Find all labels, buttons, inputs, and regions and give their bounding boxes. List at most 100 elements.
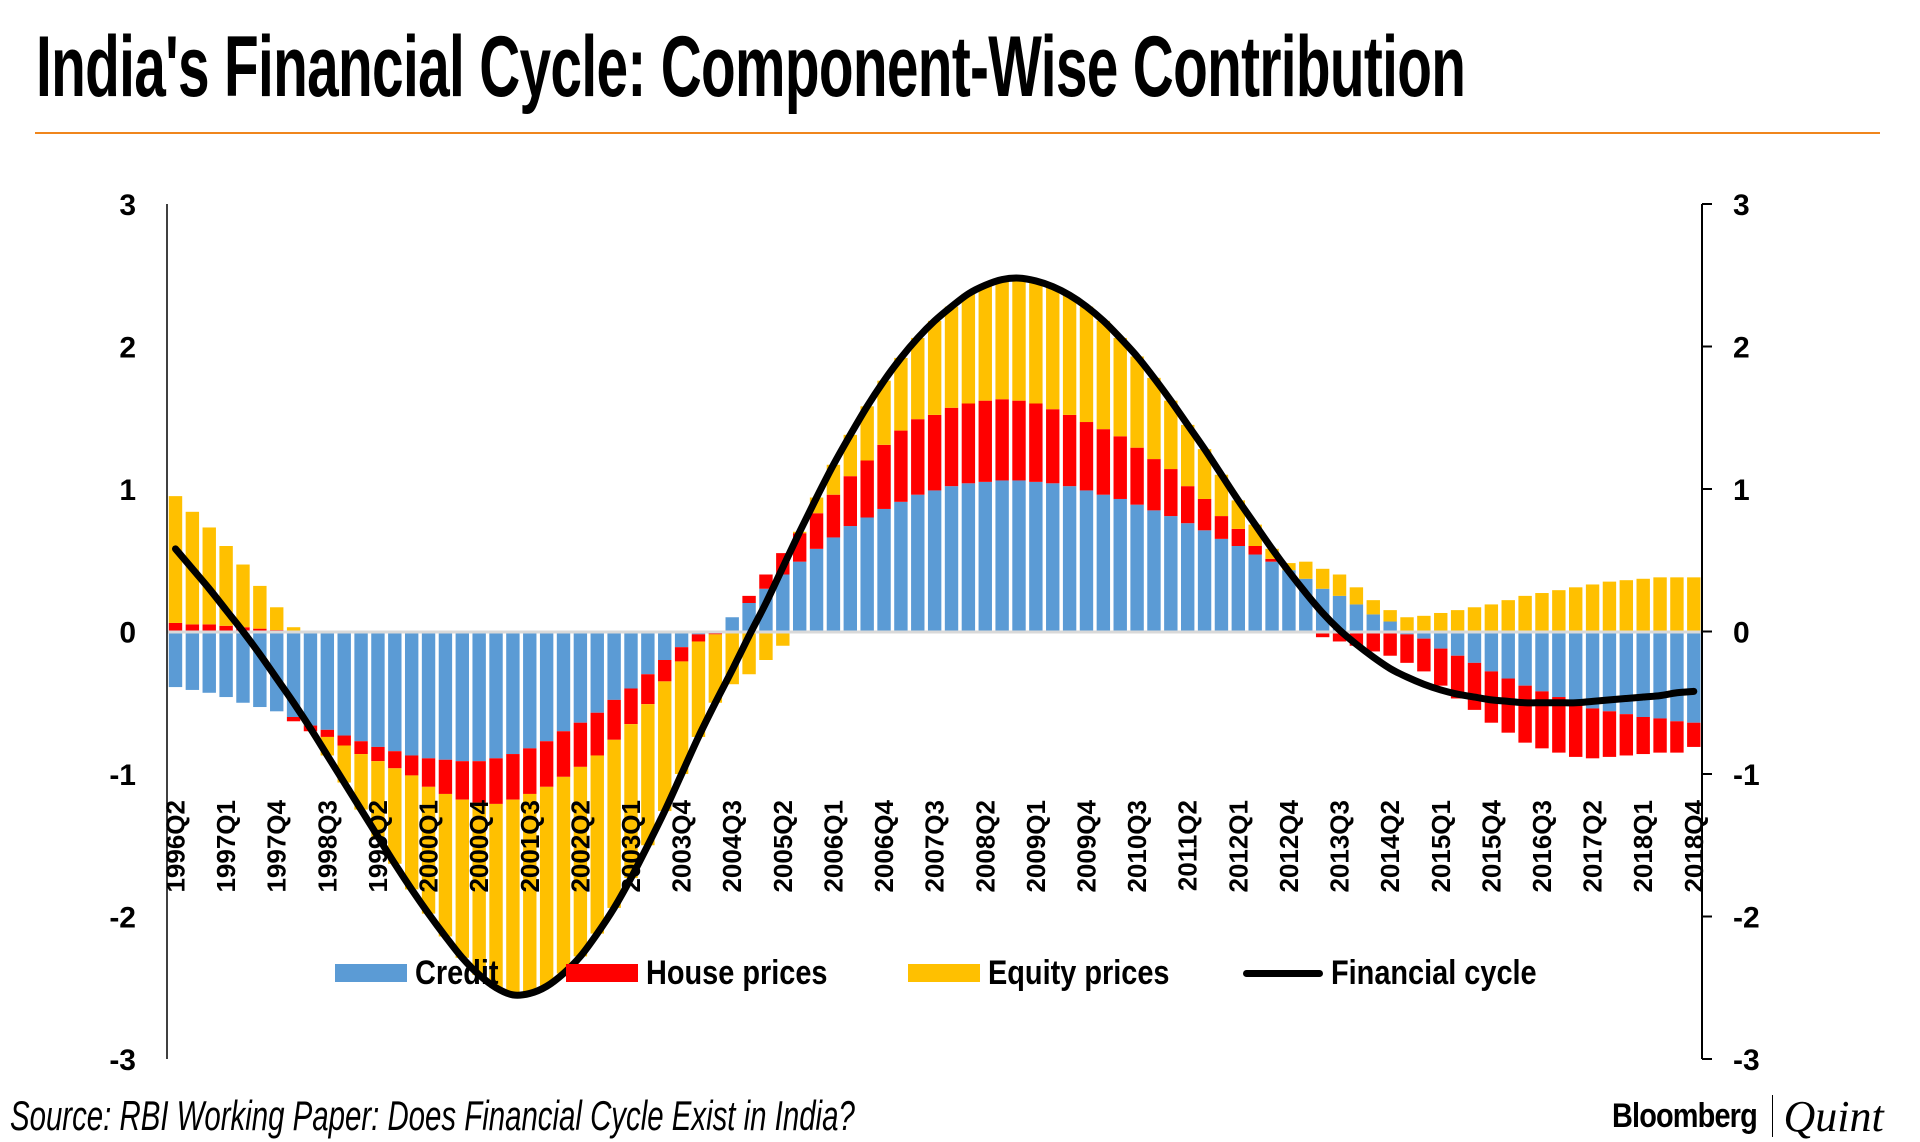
x-tick-label: 2002Q2 — [565, 800, 595, 893]
legend-item-credit: Credit — [335, 950, 513, 996]
bar-equity-prices — [944, 306, 959, 408]
bar-equity-prices — [1450, 610, 1465, 632]
bar-equity-prices — [1670, 577, 1684, 632]
bar-house-prices — [1079, 422, 1094, 491]
bar-credit — [438, 631, 453, 760]
bar-credit — [911, 494, 925, 632]
x-tick-label: 2000Q1 — [414, 800, 444, 893]
bar-house-prices — [185, 624, 200, 632]
bar-credit — [1130, 504, 1144, 632]
bar-credit — [320, 631, 335, 730]
bar-house-prices — [1214, 516, 1229, 539]
bar-house-prices — [539, 741, 554, 787]
bar-house-prices — [1434, 648, 1448, 686]
bar-credit — [1518, 631, 1532, 686]
bar-house-prices — [1147, 459, 1161, 511]
x-tick-label: 2016Q3 — [1527, 800, 1557, 893]
bar-house-prices — [1569, 704, 1583, 757]
bar-house-prices — [523, 748, 537, 794]
source-note: Source: RBI Working Paper: Does Financia… — [10, 1092, 855, 1139]
bar-equity-prices — [624, 724, 638, 879]
bar-equity-prices — [556, 776, 571, 974]
bar-credit — [826, 537, 841, 632]
bar-house-prices — [438, 759, 453, 794]
bar-house-prices — [894, 430, 908, 502]
bar-credit — [1585, 631, 1600, 709]
x-tick-label: 1998Q3 — [312, 800, 342, 893]
bar-credit — [1687, 631, 1701, 723]
title-divider — [35, 132, 1880, 134]
bar-house-prices — [641, 674, 655, 705]
bar-house-prices — [1653, 718, 1667, 753]
bar-equity-prices — [253, 585, 267, 629]
bar-house-prices — [1602, 711, 1617, 757]
bar-house-prices — [1164, 469, 1178, 517]
bar-house-prices — [556, 731, 571, 777]
bar-house-prices — [1046, 409, 1060, 484]
y-tick-label: -2 — [109, 902, 136, 935]
bar-credit — [1214, 538, 1229, 632]
bar-house-prices — [573, 722, 588, 767]
bar-credit — [1349, 604, 1364, 632]
bar-equity-prices — [1653, 577, 1667, 632]
bar-credit — [472, 631, 486, 762]
bar-house-prices — [1670, 721, 1684, 753]
bar-equity-prices — [472, 802, 486, 975]
bar-credit — [1383, 621, 1397, 632]
bar-house-prices — [995, 399, 1009, 481]
x-tick-label: 2018Q4 — [1679, 799, 1709, 892]
bar-equity-prices — [1197, 449, 1212, 499]
bar-house-prices — [624, 688, 638, 725]
bar-equity-prices — [1602, 581, 1617, 632]
bar-credit — [776, 574, 790, 632]
x-tick-label: 2008Q2 — [970, 800, 1000, 893]
bar-house-prices — [1096, 429, 1111, 495]
bar-credit — [927, 490, 942, 632]
bar-equity-prices — [1046, 286, 1060, 410]
bar-credit — [674, 631, 689, 648]
bar-credit — [1147, 510, 1161, 632]
x-tick-label: 2000Q4 — [464, 799, 494, 892]
bar-equity-prices — [1552, 590, 1566, 632]
bar-house-prices — [489, 758, 503, 804]
bar-equity-prices — [539, 786, 554, 987]
x-tick-label: 2011Q2 — [1173, 800, 1203, 891]
bar-equity-prices — [1147, 377, 1161, 460]
chart-title: India's Financial Cycle: Component-Wise … — [36, 19, 1466, 115]
bar-credit — [1552, 631, 1566, 698]
x-tick-label: 2012Q4 — [1274, 799, 1304, 892]
bar-credit — [219, 631, 233, 698]
bar-house-prices — [202, 624, 216, 632]
bar-house-prices — [1585, 708, 1600, 759]
bar-house-prices — [1197, 498, 1212, 531]
bar-house-prices — [371, 746, 385, 762]
x-tick-label: 2018Q1 — [1628, 800, 1658, 893]
bar-house-prices — [404, 755, 419, 776]
bar-credit — [995, 480, 1009, 632]
bar-house-prices — [674, 647, 689, 662]
bar-credit — [624, 631, 638, 689]
bar-house-prices — [1417, 638, 1431, 672]
credit-swatch — [335, 964, 407, 982]
x-tick-label: 1996Q2 — [161, 800, 191, 893]
bar-credit — [506, 631, 520, 755]
bar-credit — [1113, 498, 1127, 632]
bar-credit — [1012, 480, 1026, 632]
x-tick-label: 2006Q1 — [818, 800, 848, 893]
bar-equity-prices — [354, 754, 368, 810]
bar-equity-prices — [894, 357, 908, 431]
bar-house-prices — [759, 574, 773, 589]
financial-cycle-swatch — [1243, 969, 1323, 977]
legend-item-equity-prices: Equity prices — [908, 950, 1202, 996]
bar-credit — [944, 486, 959, 632]
x-tick-label: 2014Q2 — [1375, 800, 1405, 893]
bar-house-prices — [742, 595, 756, 603]
bar-credit — [1079, 490, 1094, 632]
bar-credit — [1366, 614, 1380, 632]
bar-equity-prices — [860, 406, 874, 461]
logo-divider — [1772, 1095, 1774, 1137]
bar-equity-prices — [1636, 578, 1650, 632]
bar-credit — [1434, 631, 1448, 649]
bar-house-prices — [978, 400, 992, 482]
